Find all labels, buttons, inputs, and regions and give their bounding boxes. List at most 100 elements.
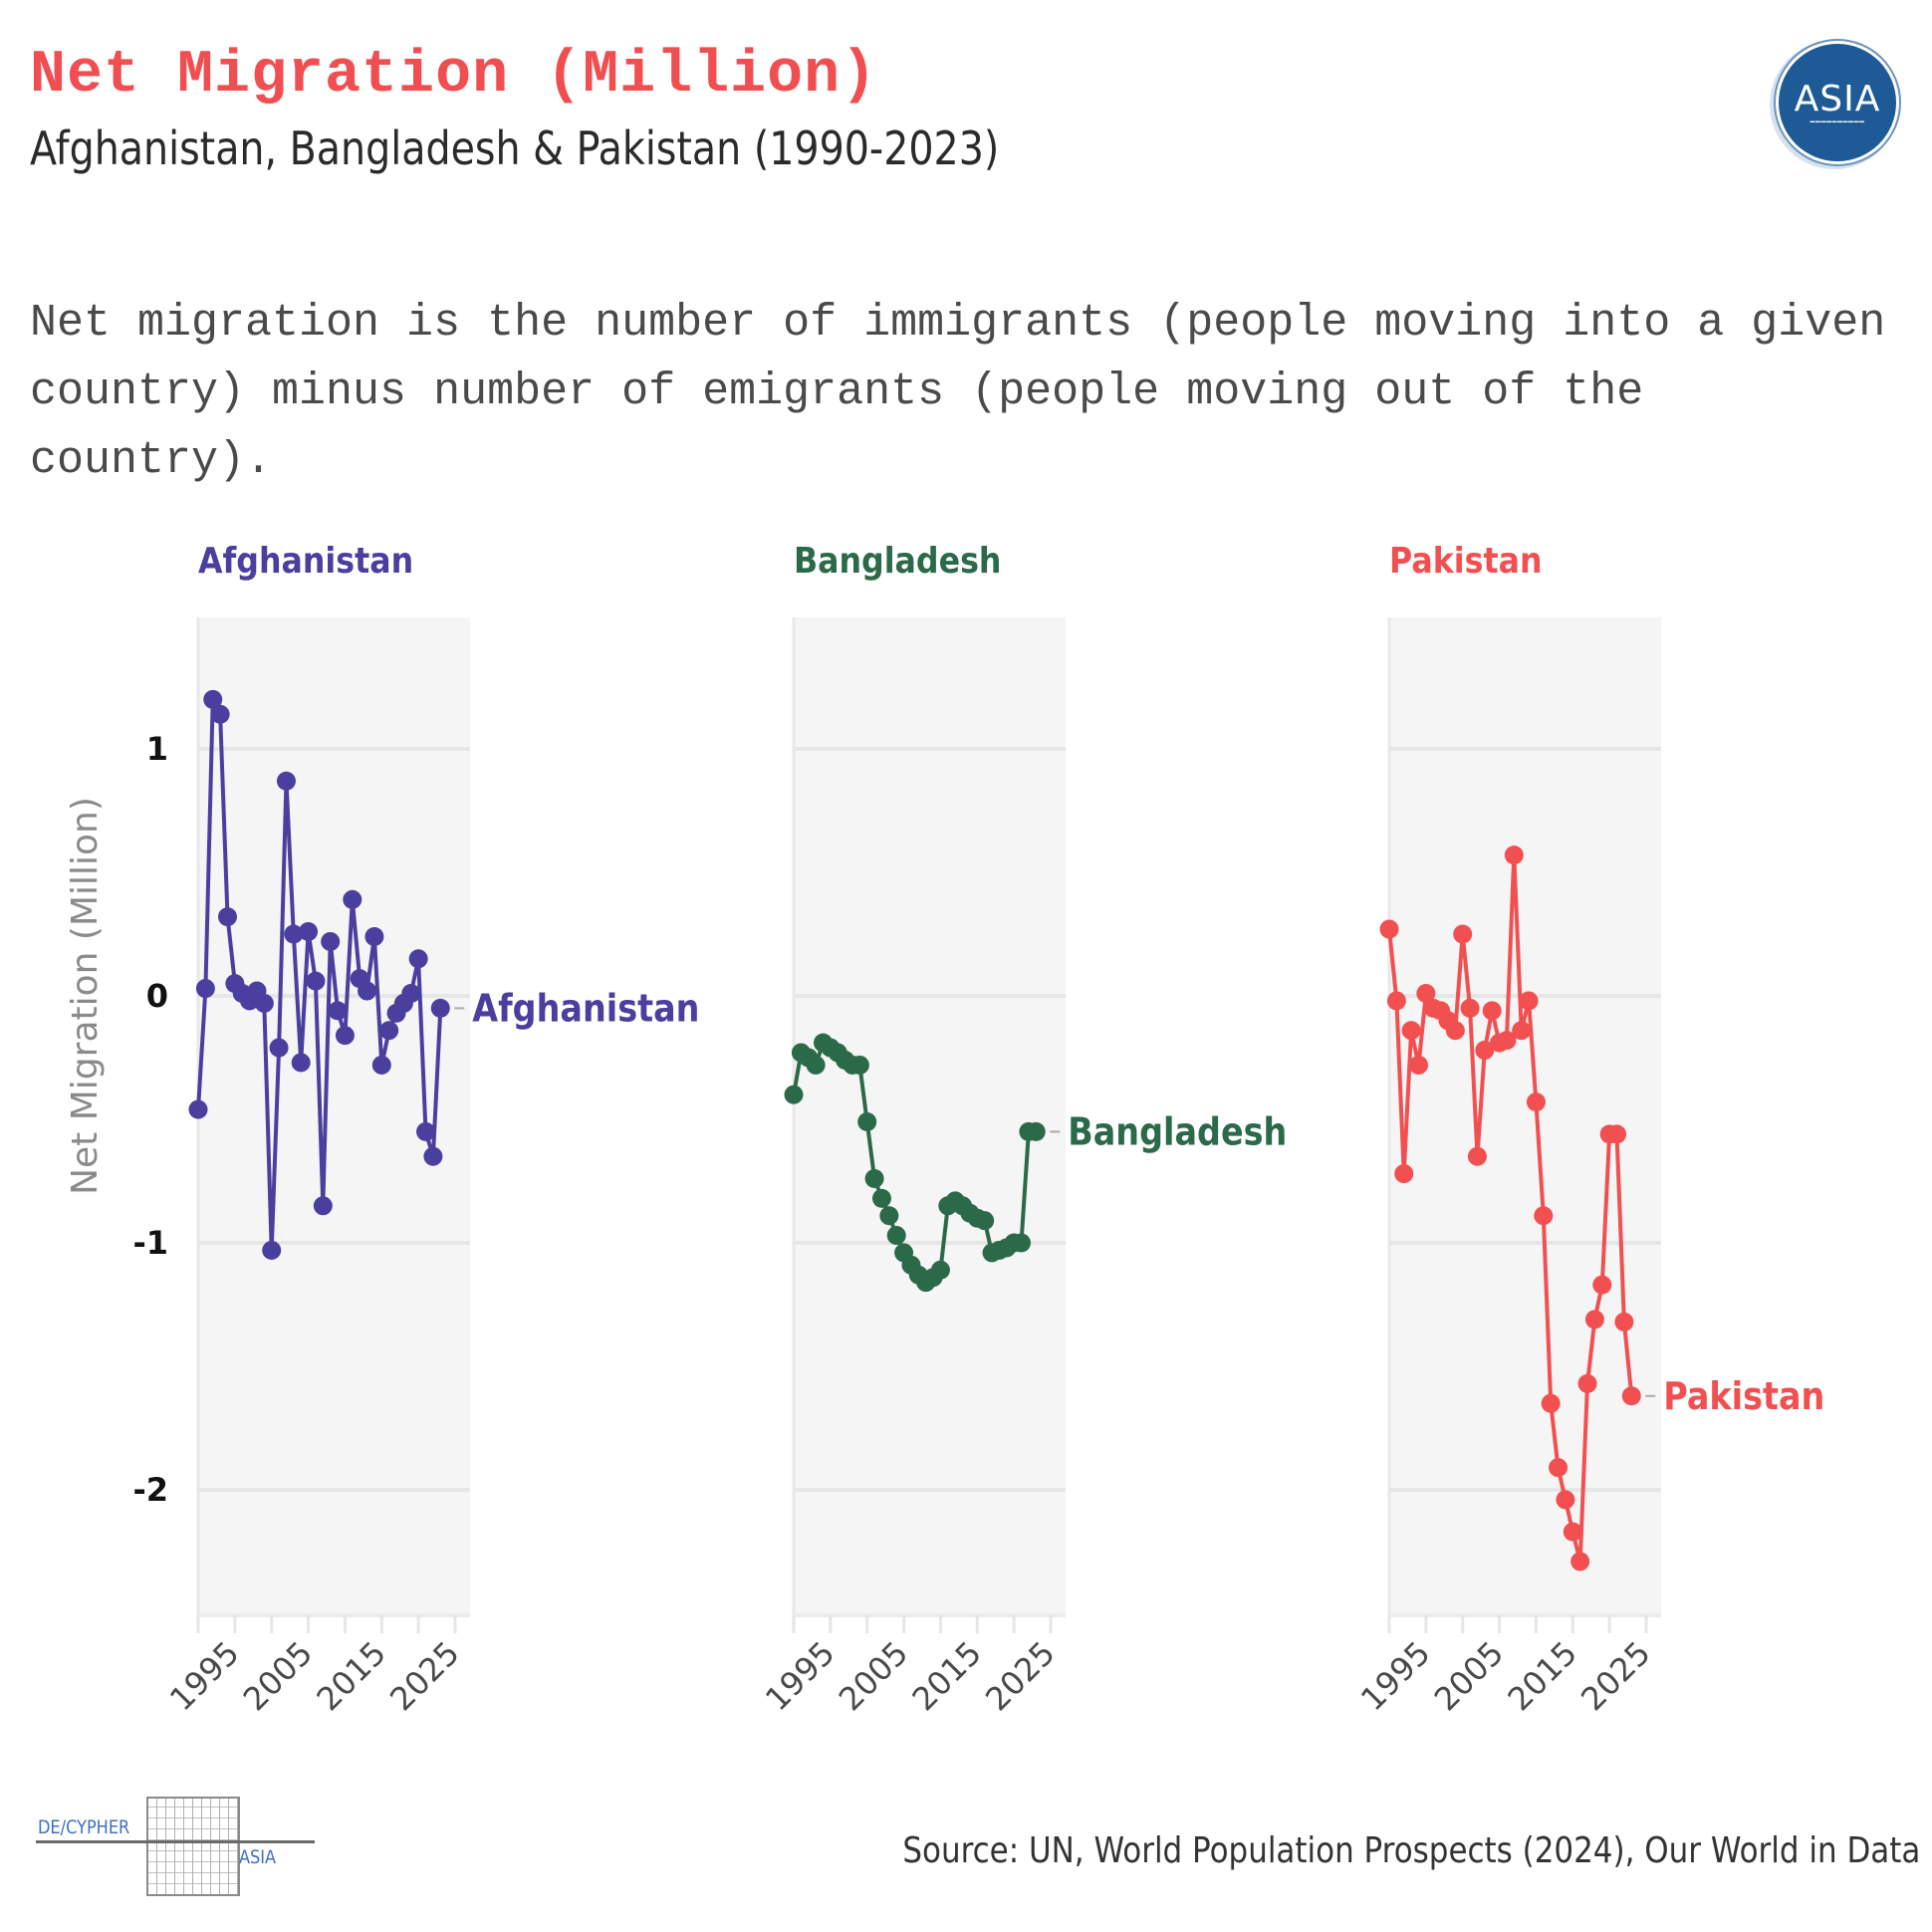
data-point <box>254 993 274 1013</box>
data-point <box>1512 1021 1532 1041</box>
end-label: Pakistan <box>1663 1375 1824 1419</box>
data-point <box>291 1053 311 1073</box>
x-tick-label: 1995 <box>758 1634 842 1718</box>
data-point <box>1445 1021 1465 1041</box>
data-point <box>188 1099 208 1119</box>
data-point <box>1401 1021 1421 1041</box>
data-point <box>1519 991 1539 1011</box>
data-point <box>1541 1393 1561 1413</box>
chart-description: Net migration is the number of immigrant… <box>30 298 1886 486</box>
logo-divider <box>36 1840 315 1843</box>
maze-logo-icon <box>146 1797 240 1896</box>
data-point <box>871 1188 891 1208</box>
data-point <box>203 689 223 709</box>
data-point <box>430 998 450 1018</box>
data-point <box>401 984 421 1004</box>
data-point <box>276 771 296 791</box>
data-point <box>299 922 319 942</box>
data-point <box>1621 1386 1641 1406</box>
data-point <box>284 924 304 944</box>
logo-tagline-mark: ▬▬▬▬▬▬▬▬▬▬ <box>1810 119 1865 124</box>
data-point <box>1482 1001 1502 1021</box>
data-point <box>217 907 237 927</box>
data-point <box>1394 1164 1414 1184</box>
data-point <box>1592 1275 1612 1295</box>
data-point <box>364 926 384 946</box>
x-tick-label: 2005 <box>1427 1634 1511 1718</box>
x-tick-label: 2015 <box>309 1634 392 1718</box>
data-point <box>358 981 377 1001</box>
end-label: Bangladesh <box>1068 1110 1287 1154</box>
data-point <box>269 1038 289 1058</box>
x-tick-label: 2005 <box>832 1634 915 1718</box>
x-tick-label: 2025 <box>1573 1634 1657 1718</box>
data-point <box>416 1121 436 1141</box>
y-axis-label: Net Migration (Million) <box>65 797 106 1195</box>
data-point <box>343 889 362 909</box>
data-point <box>335 1026 355 1046</box>
data-point <box>886 1226 906 1246</box>
data-point <box>1386 991 1406 1011</box>
panel-title: Pakistan <box>1389 540 1543 581</box>
source-note: Source: UN, World Population Prospects (… <box>901 1830 1920 1871</box>
brand-right: ASIA <box>239 1846 277 1868</box>
chart-title: Net Migration (Million) <box>30 42 878 110</box>
data-point <box>1584 1310 1604 1329</box>
data-point <box>1614 1312 1634 1331</box>
data-point <box>1453 924 1473 944</box>
data-point <box>328 1001 348 1021</box>
data-point <box>1026 1121 1046 1141</box>
data-point <box>1504 845 1524 865</box>
x-tick-label: 2025 <box>382 1634 466 1718</box>
chart-subtitle: Afghanistan, Bangladesh & Pakistan (1990… <box>30 121 1000 175</box>
panel-title: Afghanistan <box>198 540 413 581</box>
data-point <box>879 1206 899 1226</box>
panel-background <box>794 617 1066 1615</box>
asia-circle-logo-icon: ASIA ▬▬▬▬▬▬▬▬▬▬ <box>1779 44 1896 161</box>
data-point <box>1460 998 1480 1018</box>
data-point <box>784 1085 804 1104</box>
end-label: Afghanistan <box>472 987 699 1031</box>
data-point <box>1379 919 1399 939</box>
x-tick-label: 2025 <box>978 1634 1062 1718</box>
data-point <box>864 1169 884 1189</box>
panel-background <box>198 617 470 1615</box>
data-point <box>1534 1206 1554 1226</box>
data-point <box>930 1260 950 1280</box>
data-point <box>857 1111 877 1131</box>
data-point <box>1577 1373 1597 1393</box>
data-point <box>313 1196 333 1216</box>
data-point <box>408 949 428 969</box>
data-point <box>1416 984 1436 1004</box>
data-point <box>806 1055 826 1075</box>
data-point <box>321 931 341 951</box>
data-point <box>1467 1146 1487 1166</box>
data-point <box>975 1211 995 1231</box>
chart-area: Net Migration (Million) 1995200520152025… <box>65 540 1824 1718</box>
data-point <box>423 1146 443 1166</box>
x-tick-label: 2015 <box>1500 1634 1583 1718</box>
y-tick-label: -2 <box>132 1471 168 1509</box>
data-point <box>1497 1031 1517 1051</box>
data-point <box>1549 1458 1569 1478</box>
x-tick-label: 1995 <box>162 1634 246 1718</box>
data-point <box>1475 1041 1495 1061</box>
data-point <box>262 1240 282 1260</box>
data-point <box>1563 1522 1582 1542</box>
data-point <box>195 979 215 999</box>
data-point <box>210 704 230 724</box>
data-point <box>1408 1055 1428 1075</box>
y-tick-label: 1 <box>146 730 168 768</box>
data-point <box>371 1055 391 1075</box>
brand-left: DE/CYPHER <box>38 1816 130 1838</box>
x-tick-label: 2015 <box>904 1634 988 1718</box>
data-point <box>1012 1233 1032 1253</box>
data-point <box>1607 1124 1627 1144</box>
x-tick-label: 2005 <box>236 1634 320 1718</box>
y-tick-label: -1 <box>132 1224 168 1262</box>
data-point <box>1526 1092 1546 1112</box>
data-point <box>849 1055 869 1075</box>
panel-title: Bangladesh <box>794 540 1001 581</box>
